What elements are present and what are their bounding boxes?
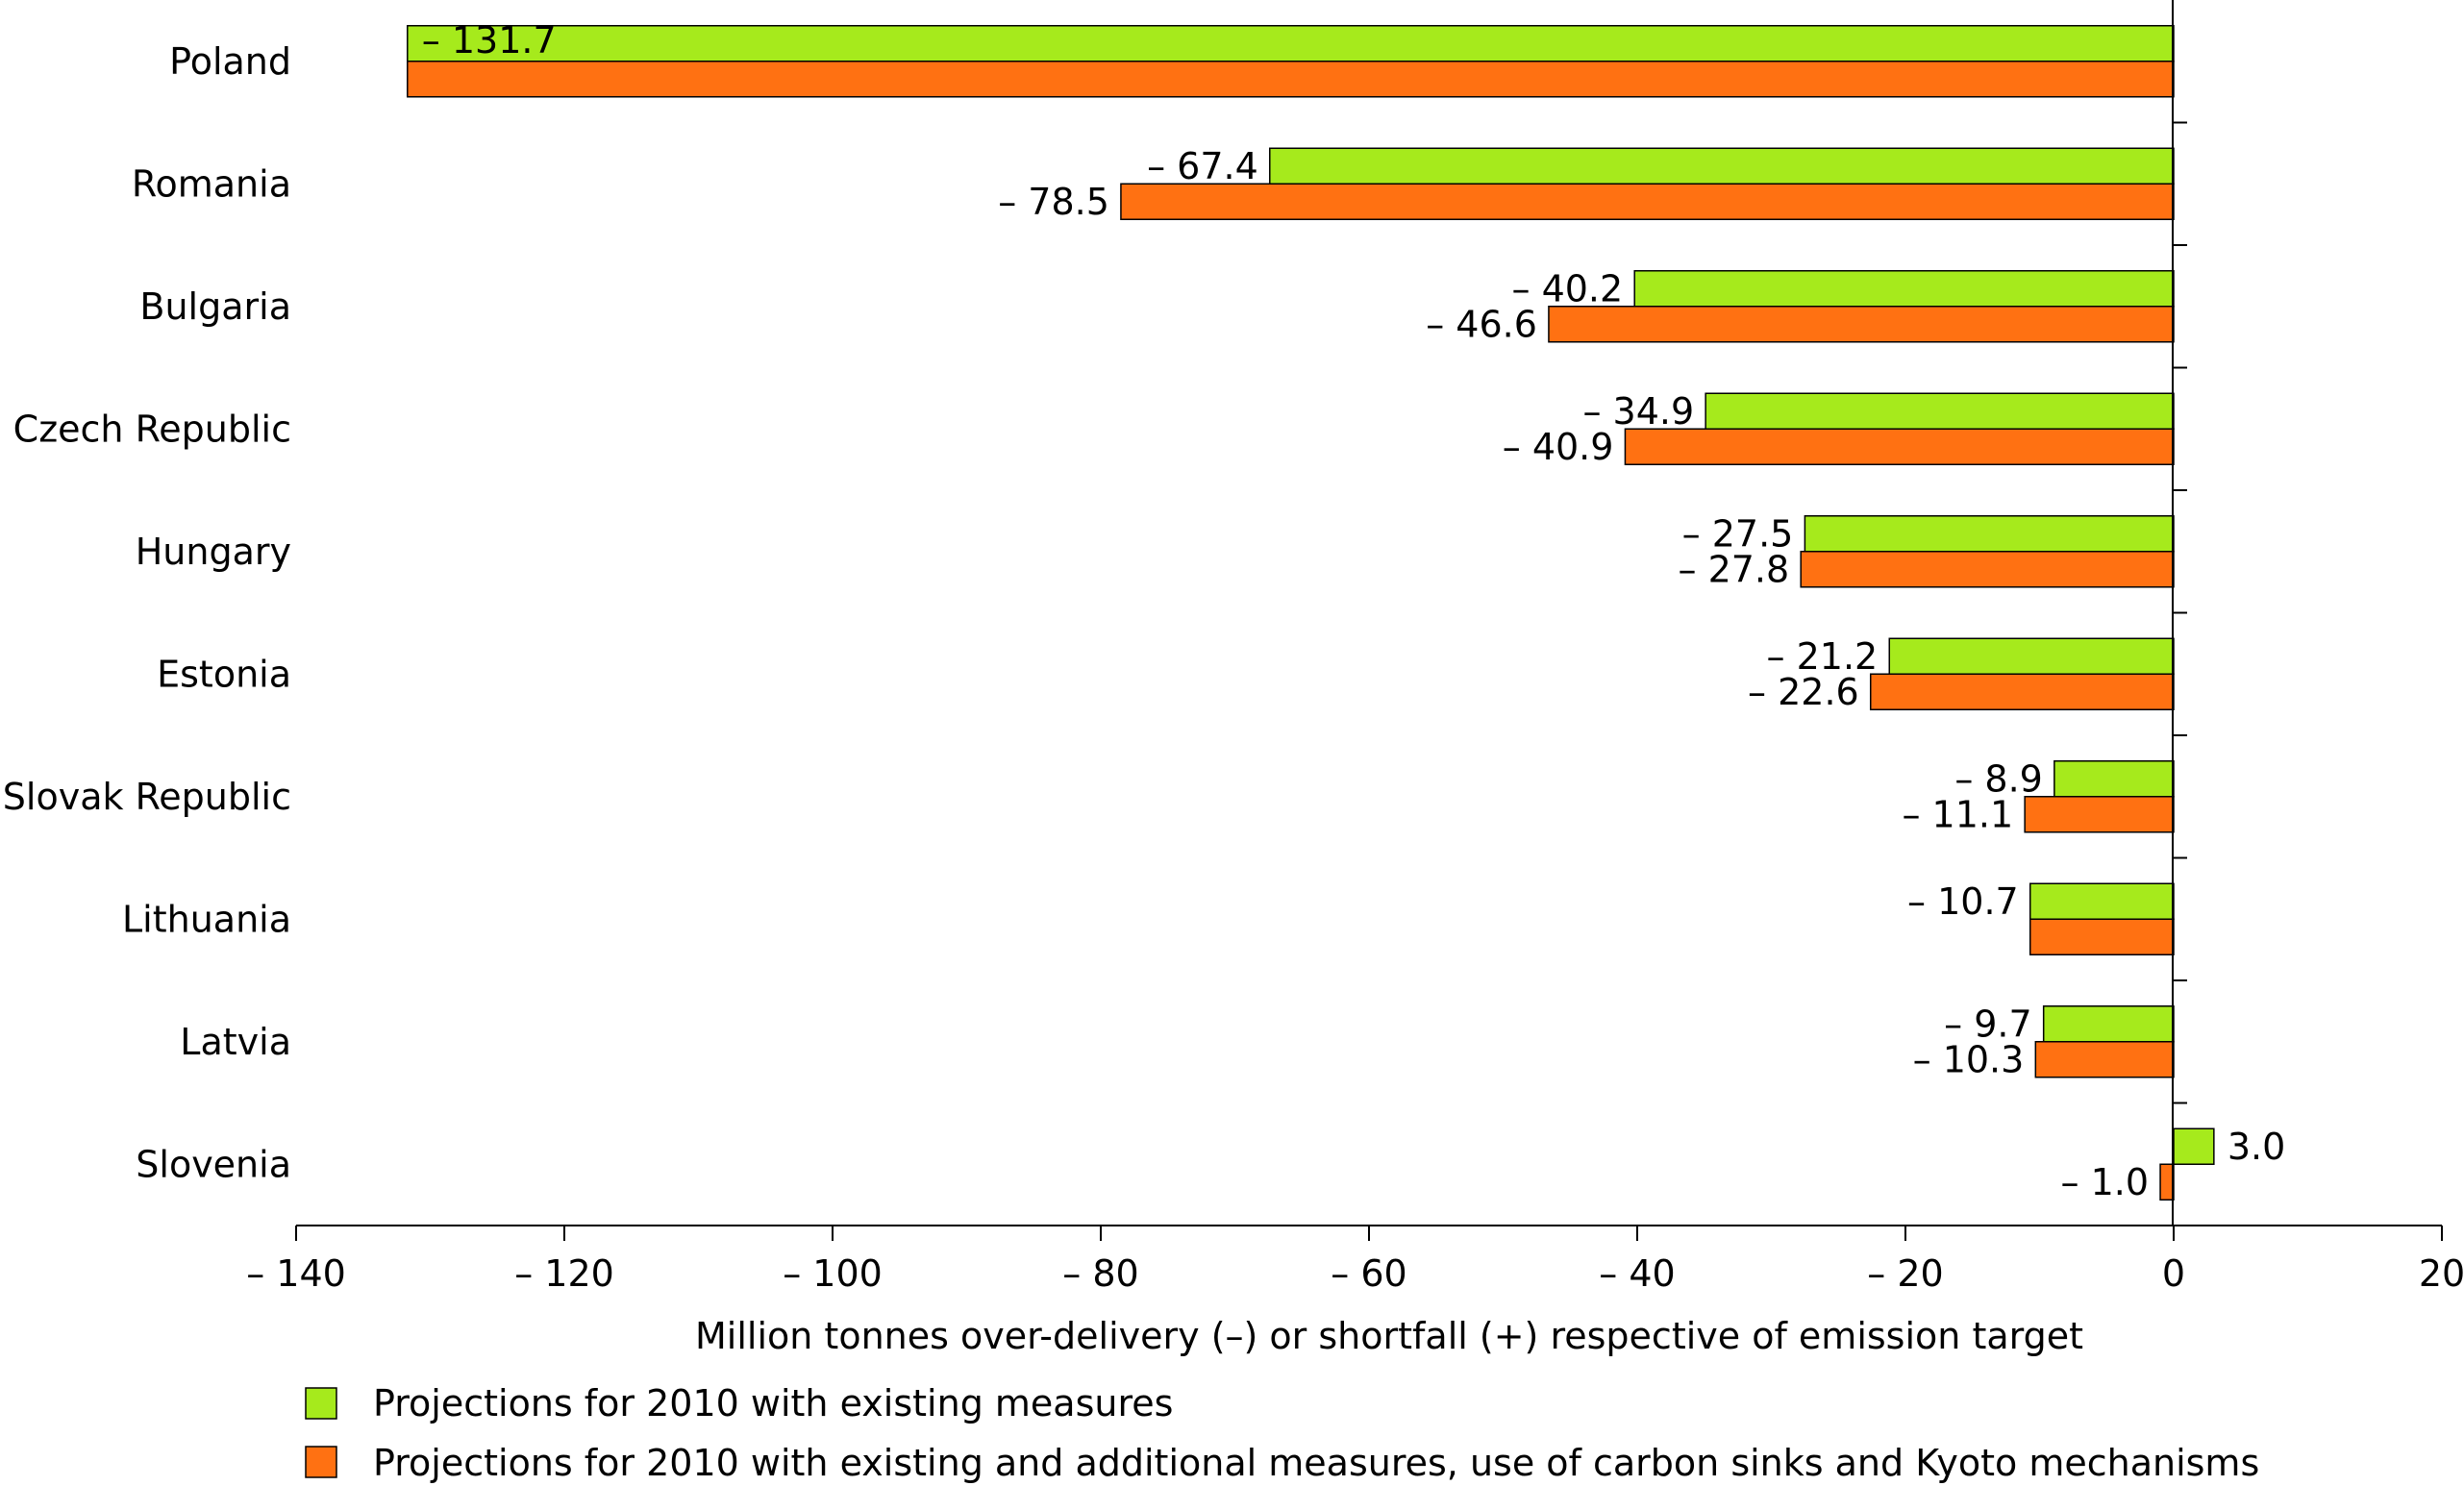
value-label-slovak-republic-series-1: – 8.9 — [1954, 757, 2043, 800]
value-label-romania-series-2: – 78.5 — [998, 181, 1109, 223]
x-tick-label: – 60 — [1331, 1252, 1406, 1295]
category-label-hungary: Hungary — [136, 531, 291, 573]
value-label-czech-republic-series-2: – 40.9 — [1503, 426, 1614, 468]
bar-hungary-series-1 — [1804, 515, 2175, 553]
category-label-slovenia: Slovenia — [136, 1143, 291, 1185]
value-label-estonia-series-2: – 22.6 — [1748, 671, 1859, 713]
category-label-romania: Romania — [132, 162, 291, 205]
x-tick-label: – 20 — [1867, 1252, 1943, 1295]
value-label-slovak-republic-series-2: – 11.1 — [1902, 793, 2013, 835]
ticks-layer: – 140 – 120 – 100 – 80 – 60 – 40 – 20 0 20 — [246, 121, 2464, 1295]
value-label-bulgaria-series-2: – 46.6 — [1426, 303, 1537, 345]
category-label-bulgaria: Bulgaria — [139, 285, 291, 328]
category-labels-layer: Poland Romania Bulgaria Czech Republic Hunga… — [3, 40, 291, 1186]
x-tick-label: – 120 — [514, 1252, 614, 1295]
value-label-bulgaria-series-1: – 40.2 — [1512, 267, 1624, 310]
value-label-poland-series-1: – 131.7 — [422, 19, 557, 62]
value-label-slovenia-series-1: 3.0 — [2228, 1126, 2285, 1168]
bar-slovenia-series-1 — [2173, 1127, 2215, 1165]
value-label-latvia-series-2: – 10.3 — [1913, 1038, 2025, 1080]
x-tick-label: – 40 — [1599, 1252, 1675, 1295]
legend-label-additional: Projections for 2010 with existing and a… — [373, 1442, 2259, 1484]
bar-czech-republic-series-2 — [1624, 428, 2175, 465]
bar-romania-series-2 — [1120, 183, 2175, 220]
value-label-latvia-series-1: – 9.7 — [1944, 1003, 2032, 1045]
bar-slovak-republic-series-1 — [2053, 760, 2175, 798]
x-tick-label: 20 — [2419, 1252, 2464, 1295]
value-label-lithuania-series-1: – 10.7 — [1907, 880, 2019, 923]
bar-slovenia-series-2 — [2159, 1163, 2175, 1201]
category-label-czech-republic: Czech Republic — [13, 408, 291, 450]
bar-lithuania-series-1 — [2028, 882, 2175, 920]
bar-estonia-series-1 — [1888, 637, 2175, 675]
legend-label-existing: Projections for 2010 with existing measu… — [373, 1382, 1173, 1424]
bar-poland-series-1 — [407, 25, 2175, 62]
x-tick-label: – 100 — [783, 1252, 883, 1295]
value-label-estonia-series-1: – 21.2 — [1767, 635, 1879, 678]
bar-romania-series-1 — [1269, 147, 2175, 185]
category-label-poland: Poland — [169, 40, 291, 83]
bar-poland-series-2 — [407, 61, 2175, 98]
bar-czech-republic-series-1 — [1705, 392, 2175, 430]
x-axis-title: Million tonnes over-delivery (–) or shor… — [695, 1315, 2083, 1357]
value-label-hungary-series-1: – 27.5 — [1682, 512, 1794, 555]
value-label-romania-series-1: – 67.4 — [1147, 145, 1258, 187]
bar-estonia-series-2 — [1869, 673, 2175, 710]
bars-layer — [407, 25, 2215, 1201]
x-tick-label: – 80 — [1062, 1252, 1138, 1295]
category-label-slovak-republic: Slovak Republic — [3, 776, 291, 818]
value-label-czech-republic-series-1: – 34.9 — [1582, 390, 1694, 433]
bar-latvia-series-2 — [2034, 1041, 2175, 1078]
value-label-slovenia-series-2: – 1.0 — [2061, 1161, 2150, 1203]
bar-bulgaria-series-1 — [1633, 270, 2175, 308]
bar-lithuania-series-2 — [2028, 918, 2175, 955]
category-label-estonia: Estonia — [157, 653, 291, 695]
legend: Projections for 2010 with existing measu… — [305, 1382, 2259, 1484]
legend-swatch-existing — [305, 1387, 337, 1420]
bar-bulgaria-series-2 — [1548, 306, 2175, 343]
x-tick-label: – 140 — [246, 1252, 346, 1295]
bar-latvia-series-1 — [2042, 1005, 2175, 1043]
x-tick-label: 0 — [2162, 1252, 2185, 1295]
category-label-lithuania: Lithuania — [122, 898, 291, 940]
category-label-latvia: Latvia — [180, 1021, 291, 1063]
value-label-hungary-series-2: – 27.8 — [1678, 548, 1789, 590]
bar-slovak-republic-series-2 — [2024, 796, 2175, 833]
legend-swatch-additional — [305, 1446, 337, 1478]
bar-hungary-series-2 — [1800, 551, 2175, 588]
value-labels-layer: – 131.7 – 67.4 – 78.5 – 40.2– 46.6 – 34.9– 4… — [422, 19, 2286, 1203]
